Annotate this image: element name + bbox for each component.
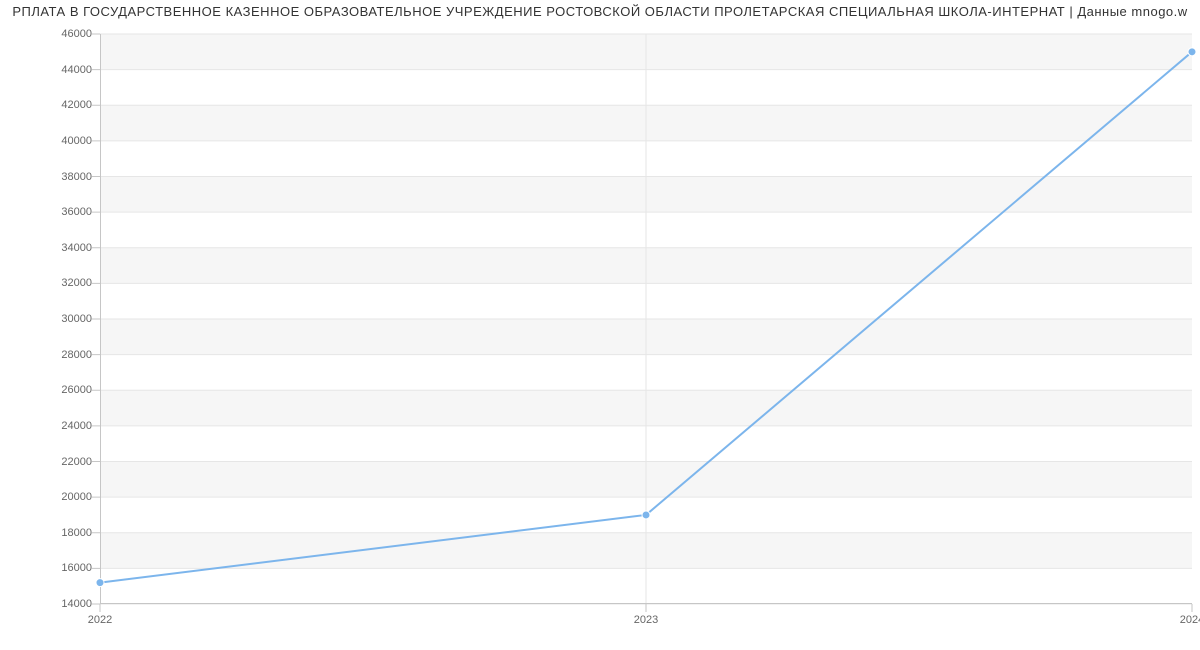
y-tick-label: 32000 (61, 277, 92, 289)
chart-svg (100, 34, 1192, 604)
y-tick-label: 18000 (61, 527, 92, 539)
chart-container: РПЛАТА В ГОСУДАРСТВЕННОЕ КАЗЕННОЕ ОБРАЗО… (0, 0, 1200, 650)
chart-title: РПЛАТА В ГОСУДАРСТВЕННОЕ КАЗЕННОЕ ОБРАЗО… (0, 4, 1200, 19)
y-tick-label: 24000 (61, 420, 92, 432)
y-tick-label: 38000 (61, 171, 92, 183)
y-tick-label: 28000 (61, 349, 92, 361)
y-tick-label: 20000 (61, 491, 92, 503)
y-tick-label: 22000 (61, 456, 92, 468)
x-tick-label: 2024 (1180, 614, 1200, 626)
y-tick-label: 40000 (61, 135, 92, 147)
y-tick-label: 16000 (61, 562, 92, 574)
y-tick-label: 34000 (61, 242, 92, 254)
y-tick-label: 14000 (61, 598, 92, 610)
plot-area (100, 34, 1192, 604)
y-tick-label: 44000 (61, 64, 92, 76)
y-tick-label: 36000 (61, 206, 92, 218)
x-tick-label: 2023 (634, 614, 658, 626)
y-tick-label: 46000 (61, 28, 92, 40)
x-tick-label: 2022 (88, 614, 112, 626)
y-tick-label: 26000 (61, 384, 92, 396)
y-tick-label: 42000 (61, 99, 92, 111)
y-tick-label: 30000 (61, 313, 92, 325)
